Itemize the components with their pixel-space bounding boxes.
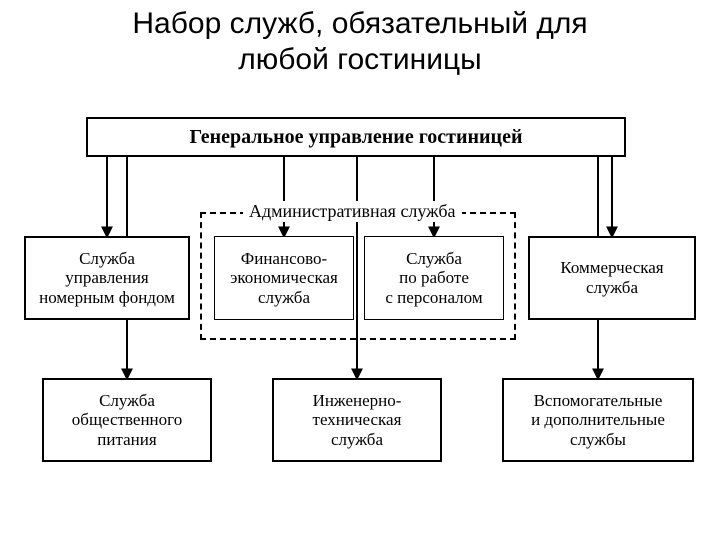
node-commerce-label: Коммерческаяслужба [560, 258, 663, 297]
node-root: Генеральное управление гостиницей [86, 117, 626, 157]
node-rooms: Службауправленияномерным фондом [24, 236, 190, 320]
node-rooms-label: Службауправленияномерным фондом [39, 249, 175, 308]
node-catering-label: Службаобщественногопитания [72, 391, 182, 450]
node-hr-label: Службапо работес персоналом [385, 249, 482, 308]
node-root-label: Генеральное управление гостиницей [190, 126, 523, 149]
diagram-stage: Набор служб, обязательный для любой гост… [0, 0, 720, 540]
node-aux-label: Вспомогательныеи дополнительныеслужбы [531, 391, 665, 450]
node-hr: Службапо работес персоналом [364, 236, 504, 320]
node-admin-group-label: Административная служба [243, 201, 462, 222]
title-line-2: любой гостиницы [0, 42, 720, 78]
node-aux: Вспомогательныеи дополнительныеслужбы [502, 378, 694, 462]
title-line-1: Набор служб, обязательный для [0, 6, 720, 42]
node-finance-label: Финансово-экономическаяслужба [230, 249, 338, 308]
node-engineering: Инженерно-техническаяслужба [272, 378, 442, 462]
node-engineering-label: Инженерно-техническаяслужба [313, 391, 402, 450]
node-catering: Службаобщественногопитания [42, 378, 212, 462]
page-title: Набор служб, обязательный для любой гост… [0, 6, 720, 78]
node-commerce: Коммерческаяслужба [528, 236, 696, 320]
node-finance: Финансово-экономическаяслужба [214, 236, 354, 320]
